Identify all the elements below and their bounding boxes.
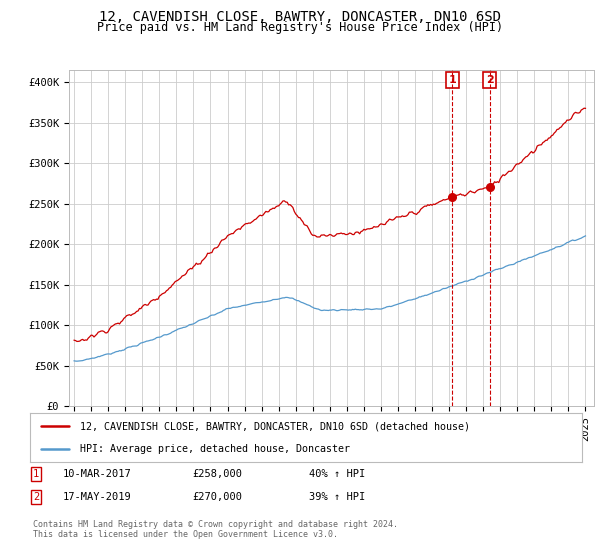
Text: 39% ↑ HPI: 39% ↑ HPI: [309, 492, 365, 502]
Text: Price paid vs. HM Land Registry's House Price Index (HPI): Price paid vs. HM Land Registry's House …: [97, 21, 503, 34]
Text: 12, CAVENDISH CLOSE, BAWTRY, DONCASTER, DN10 6SD: 12, CAVENDISH CLOSE, BAWTRY, DONCASTER, …: [99, 10, 501, 24]
Text: 1: 1: [33, 469, 39, 479]
Text: 10-MAR-2017: 10-MAR-2017: [63, 469, 132, 479]
Text: 2: 2: [485, 75, 493, 85]
Text: 40% ↑ HPI: 40% ↑ HPI: [309, 469, 365, 479]
Text: Contains HM Land Registry data © Crown copyright and database right 2024.
This d: Contains HM Land Registry data © Crown c…: [33, 520, 398, 539]
Text: HPI: Average price, detached house, Doncaster: HPI: Average price, detached house, Donc…: [80, 444, 350, 454]
Text: 1: 1: [448, 75, 456, 85]
Text: 2: 2: [33, 492, 39, 502]
Text: 17-MAY-2019: 17-MAY-2019: [63, 492, 132, 502]
Text: 12, CAVENDISH CLOSE, BAWTRY, DONCASTER, DN10 6SD (detached house): 12, CAVENDISH CLOSE, BAWTRY, DONCASTER, …: [80, 421, 470, 431]
Text: £270,000: £270,000: [192, 492, 242, 502]
Text: £258,000: £258,000: [192, 469, 242, 479]
